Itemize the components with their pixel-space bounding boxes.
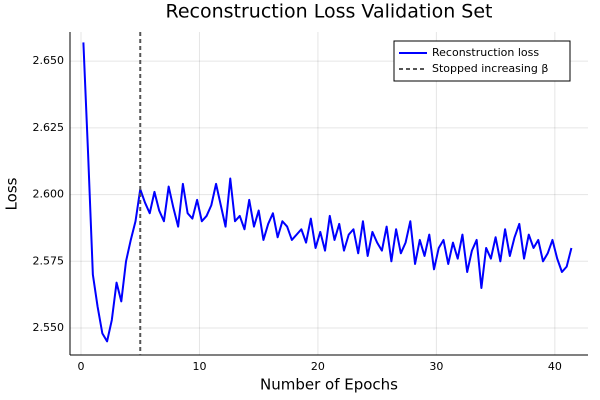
- x-axis-label: Number of Epochs: [260, 376, 398, 394]
- legend-label: Reconstruction loss: [432, 46, 539, 59]
- x-tick-label: 40: [548, 360, 562, 373]
- y-tick-label: 2.575: [33, 254, 65, 267]
- data-line: [82, 42, 573, 343]
- chart-title: Reconstruction Loss Validation Set: [165, 1, 492, 23]
- legend-box: [393, 40, 571, 82]
- y-tick-label: 2.600: [33, 188, 65, 201]
- y-tick-label: 2.625: [33, 121, 65, 134]
- y-axis-label: Loss: [3, 177, 21, 210]
- x-tick-label: 10: [192, 360, 206, 373]
- legend-label: Stopped increasing β: [432, 62, 548, 75]
- x-tick-label: 30: [429, 360, 443, 373]
- y-tick-label: 2.650: [33, 54, 65, 67]
- x-tick-label: 20: [311, 360, 325, 373]
- x-tick-label: 0: [78, 360, 85, 373]
- y-tick-label: 2.550: [33, 321, 65, 334]
